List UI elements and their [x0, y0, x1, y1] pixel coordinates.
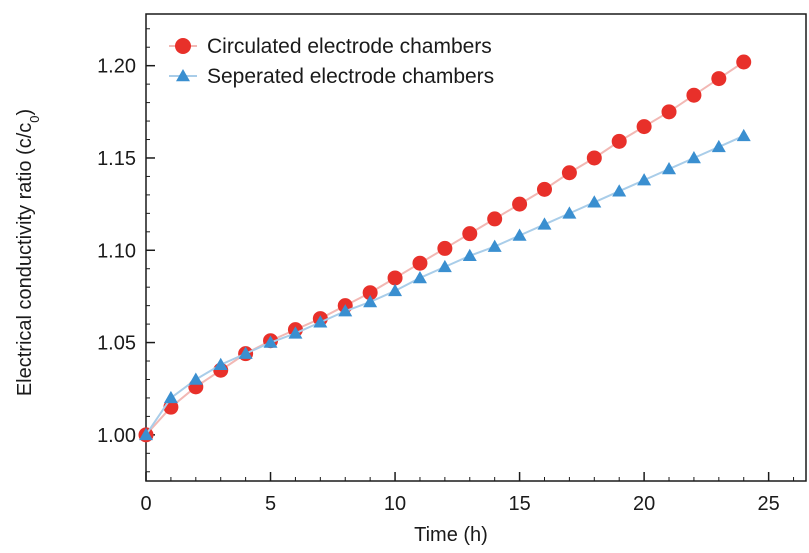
- legend-label: Seperated electrode chambers: [207, 65, 494, 88]
- x-tick-label: 10: [384, 493, 406, 515]
- series-line: [145, 134, 745, 436]
- y-axis-title-main: Electrical conductivity ratio (c/c: [14, 123, 36, 396]
- data-point: [662, 162, 677, 175]
- data-point: [736, 128, 751, 142]
- data-point: [363, 294, 378, 308]
- legend-marker-circle: [175, 38, 191, 54]
- x-axis-title: Time (h): [414, 524, 488, 546]
- data-point: [736, 54, 752, 70]
- y-axis-title-end: ): [14, 109, 36, 116]
- data-point: [636, 119, 652, 135]
- data-point: [711, 71, 727, 87]
- y-tick-label: 1.10: [97, 240, 136, 262]
- data-point: [412, 270, 427, 284]
- data-point: [462, 226, 478, 242]
- series-layer: [138, 54, 752, 443]
- plot-area: [145, 13, 807, 482]
- data-point: [213, 357, 228, 370]
- data-point: [163, 390, 178, 404]
- data-point: [586, 150, 602, 166]
- plot-frame: [145, 13, 807, 482]
- legend: Circulated electrode chambers Seperated e…: [169, 35, 494, 88]
- data-point: [487, 239, 502, 252]
- data-point: [139, 427, 153, 441]
- series-circulated: [138, 54, 752, 443]
- y-axis-title: Electrical conductivity ratio (c/c0): [14, 109, 42, 396]
- data-point: [612, 184, 627, 197]
- data-point: [362, 285, 378, 301]
- data-point: [263, 335, 278, 348]
- y-tick-label: 1.15: [97, 148, 136, 170]
- data-point: [313, 315, 328, 328]
- series-seperated: [139, 128, 751, 441]
- legend-marker-triangle: [176, 69, 190, 82]
- y-axis-title-subscript: 0: [27, 116, 42, 123]
- data-point: [487, 211, 503, 227]
- data-point: [561, 165, 577, 181]
- data-point: [462, 248, 477, 262]
- data-point: [587, 195, 602, 208]
- y-axis: 1.00 1.05 1.10 1.15 1.20: [97, 28, 155, 473]
- data-point: [412, 255, 428, 271]
- x-tick-label: 15: [508, 493, 530, 515]
- data-point: [562, 206, 577, 219]
- data-point: [686, 87, 702, 103]
- data-point: [437, 259, 452, 273]
- x-axis: 0 5 10 15 20 25: [140, 472, 795, 515]
- data-point: [711, 139, 726, 153]
- data-point: [388, 283, 403, 297]
- data-point: [661, 104, 677, 120]
- x-tick-label: 0: [140, 493, 151, 515]
- data-point: [288, 326, 303, 339]
- x-tick-label: 20: [633, 493, 655, 515]
- data-point: [686, 150, 701, 164]
- data-point: [188, 372, 203, 385]
- legend-label: Circulated electrode chambers: [207, 35, 492, 58]
- y-tick-label: 1.20: [97, 56, 136, 78]
- data-point: [611, 133, 627, 149]
- data-point: [512, 228, 527, 241]
- y-tick-label: 1.00: [97, 425, 136, 447]
- data-point: [537, 217, 552, 230]
- data-point: [387, 270, 403, 286]
- x-tick-label: 5: [265, 493, 276, 515]
- y-tick-label: 1.05: [97, 333, 136, 355]
- data-point: [512, 196, 528, 212]
- data-point: [238, 346, 253, 359]
- data-point: [437, 240, 453, 256]
- data-point: [338, 304, 353, 317]
- data-point: [637, 173, 652, 186]
- data-point: [536, 181, 552, 197]
- x-tick-label: 25: [758, 493, 780, 515]
